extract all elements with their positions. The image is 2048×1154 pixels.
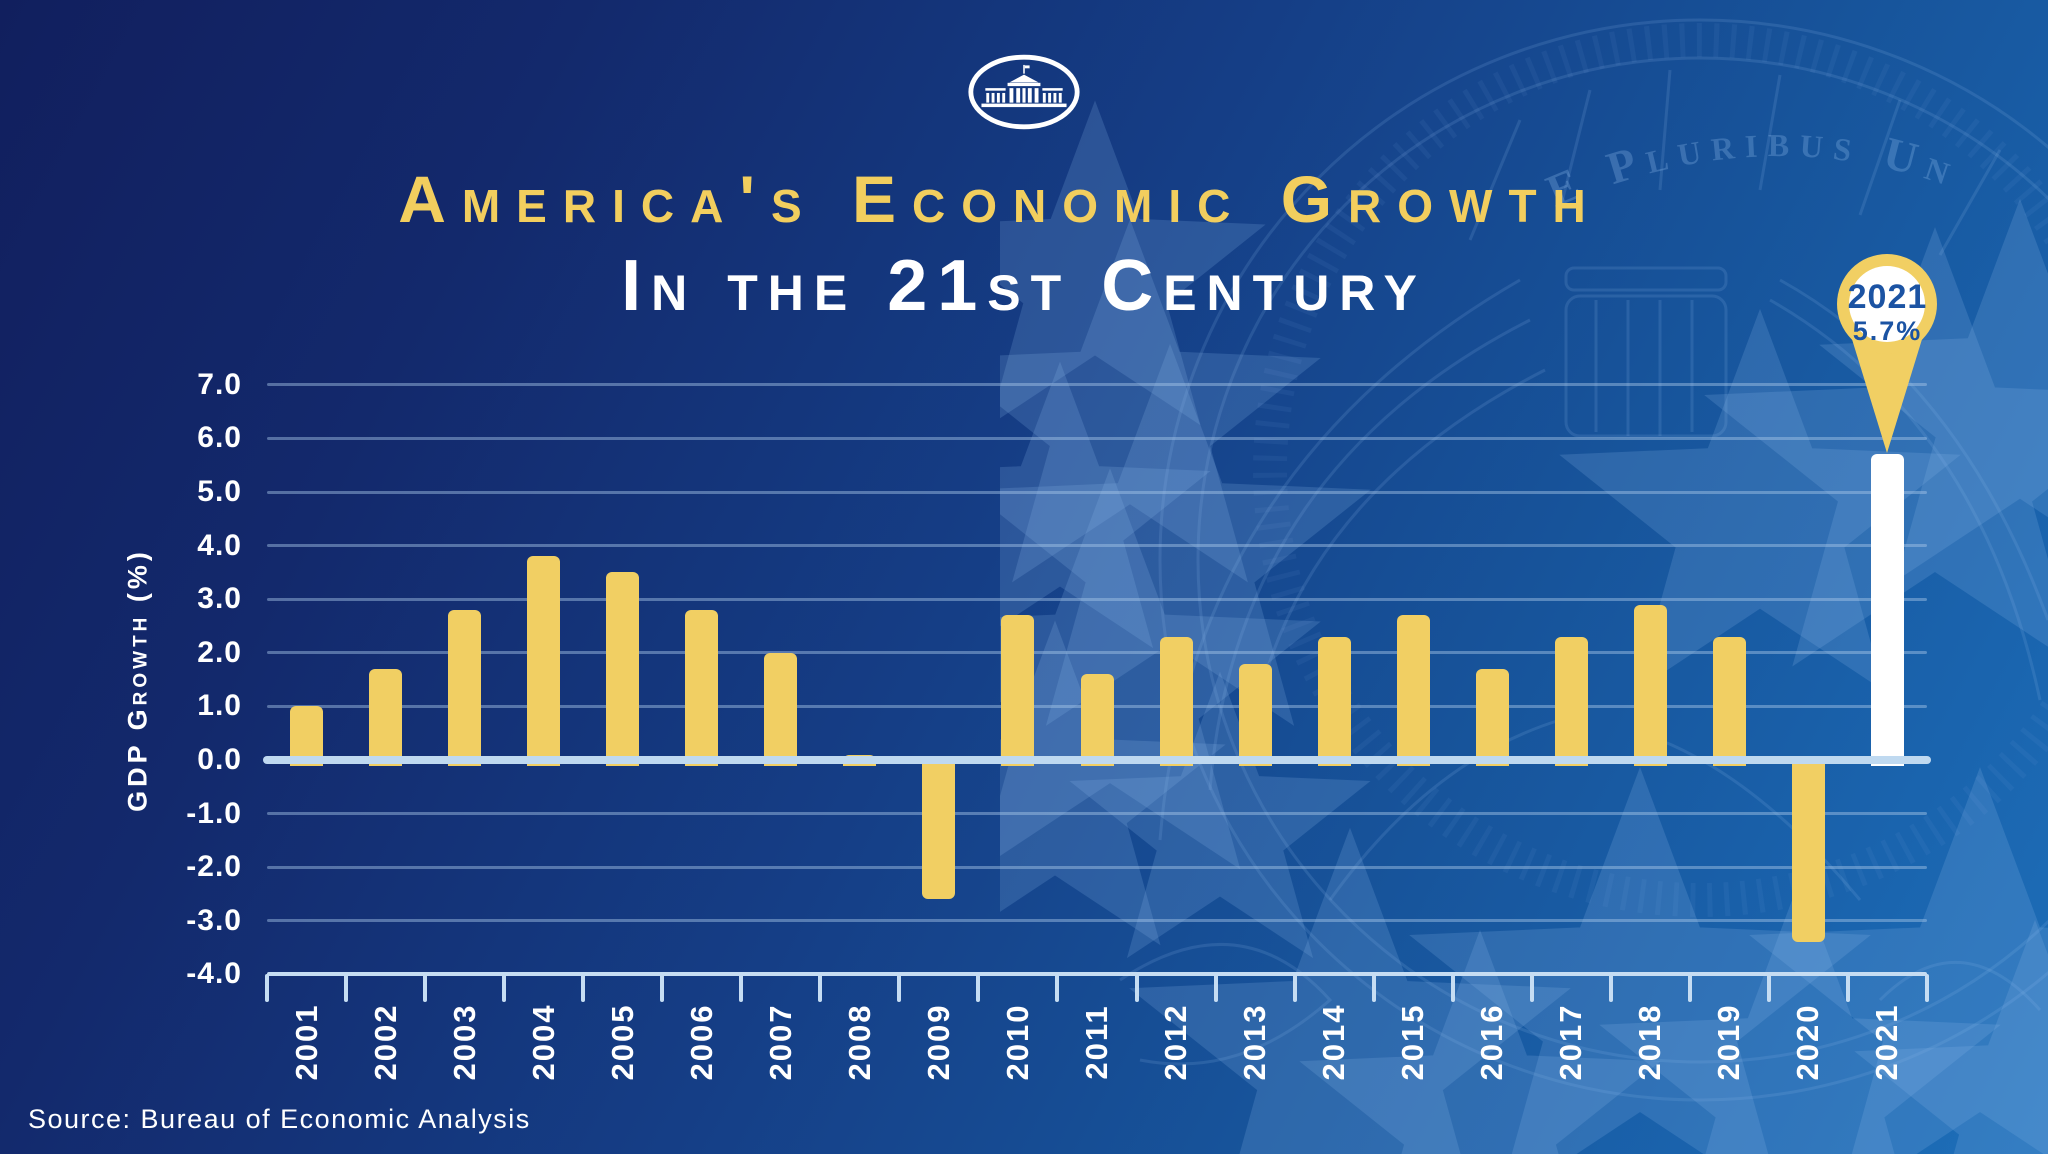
bar-2005 [606,572,640,766]
x-axis-tick [1450,974,1455,1003]
gridline--1.0 [267,812,1927,816]
x-axis-tick [344,974,349,1003]
bar-2014 [1317,636,1351,766]
bar-2020 [1791,758,1825,943]
page-title-line1: America's Economic Growth [398,162,1602,236]
bar-2017 [1554,636,1588,766]
bar-2015 [1396,615,1430,766]
x-axis-tick [739,974,744,1003]
y-tick-label: 1.0 [197,689,242,723]
gridline--3.0 [267,919,1927,923]
x-axis-tick [1845,974,1850,1003]
y-tick-label: -3.0 [186,903,242,937]
gridline-7.0 [267,383,1927,387]
year-label-2016: 2016 [1474,1003,1510,1081]
bar-2016 [1475,668,1509,766]
x-axis-tick [1134,974,1139,1003]
x-axis-tick [660,974,665,1003]
x-axis-tick [1608,974,1613,1003]
year-label-2007: 2007 [762,1003,798,1081]
x-axis-tick [1687,974,1692,1003]
gridline-2.0 [267,651,1927,655]
x-axis-tick [1925,974,1929,1003]
x-axis-tick [1292,974,1297,1003]
y-tick-label: -1.0 [186,796,242,830]
year-label-2005: 2005 [604,1003,640,1081]
year-label-2013: 2013 [1237,1003,1273,1081]
x-axis-tick [1766,974,1771,1003]
bar-2009 [922,758,956,900]
y-tick-label: 6.0 [197,421,242,455]
x-axis-tick [1055,974,1060,1003]
x-axis-tick [502,974,507,1003]
x-axis-tick [1529,974,1534,1003]
year-label-2021: 2021 [1869,1003,1905,1081]
bar-2002 [369,668,403,766]
year-label-2010: 2010 [999,1003,1035,1081]
year-label-2003: 2003 [446,1003,482,1081]
x-axis-tick [976,974,981,1003]
year-label-2004: 2004 [525,1003,561,1081]
x-axis-tick [897,974,902,1003]
y-tick-label: 3.0 [197,582,242,616]
year-label-2006: 2006 [683,1003,719,1081]
y-tick-label: 4.0 [197,528,242,562]
year-label-2011: 2011 [1079,1004,1114,1080]
callout-year: 2021 [1847,278,1928,317]
x-axis-tick [1213,974,1218,1003]
x-axis-tick [581,974,586,1003]
source-note: Source: Bureau of Economic Analysis [28,1104,531,1134]
x-axis-tick [265,974,269,1003]
bar-2012 [1159,636,1193,766]
white-house-icon [968,54,1080,130]
callout-value: 5.7% [1852,316,1923,347]
zero-baseline [263,756,1931,764]
y-tick-label: -4.0 [186,957,242,991]
gridline-6.0 [267,436,1927,440]
year-label-2015: 2015 [1395,1003,1431,1081]
gridline-4.0 [267,544,1927,548]
y-tick-label: 5.0 [197,475,242,508]
year-label-2018: 2018 [1632,1003,1668,1081]
gridline-3.0 [267,597,1927,601]
bar-2011 [1080,674,1114,766]
callout-pin-2021: 2021 5.7% [1832,252,1942,456]
year-label-2002: 2002 [367,1003,403,1081]
bar-2003 [448,609,482,766]
gridline--2.0 [267,865,1927,869]
bar-2021 [1870,454,1904,766]
bar-2006 [685,609,719,766]
x-axis-tick [423,974,428,1003]
bar-2004 [527,556,561,766]
page-title-line2: In the 21st Century [621,246,1427,326]
year-label-2014: 2014 [1316,1003,1352,1081]
x-axis-tick [818,974,823,1003]
y-tick-label: 7.0 [197,367,242,401]
bar-2019 [1712,636,1746,766]
y-tick-label: 2.0 [197,635,242,669]
year-label-2020: 2020 [1790,1003,1826,1081]
x-axis-tick [1371,974,1376,1003]
year-label-2009: 2009 [920,1003,956,1081]
bar-2013 [1238,663,1272,766]
year-label-2001: 2001 [288,1003,324,1081]
gridline-5.0 [267,490,1927,494]
year-label-2008: 2008 [841,1003,877,1081]
bar-2018 [1633,604,1667,766]
bar-2010 [1001,615,1035,766]
y-tick-label: 0.0 [197,743,242,776]
year-label-2019: 2019 [1711,1003,1747,1081]
bar-2007 [764,652,798,766]
x-axis-line [267,972,1927,977]
year-label-2012: 2012 [1158,1003,1194,1081]
y-tick-label: -2.0 [186,850,242,884]
year-label-2017: 2017 [1553,1003,1589,1081]
